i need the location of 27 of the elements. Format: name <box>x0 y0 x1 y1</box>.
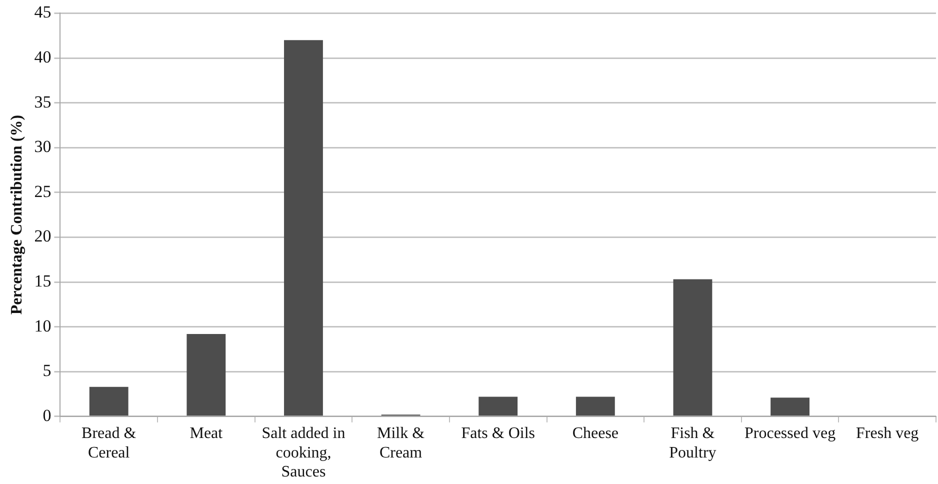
x-tick-label: Milk & Cream <box>377 425 426 462</box>
y-tick-label: 25 <box>34 182 52 201</box>
bar <box>284 40 323 416</box>
y-tick-label: 20 <box>34 226 52 246</box>
bar <box>186 334 226 416</box>
y-tick-label: 30 <box>34 137 52 156</box>
x-tick-label: Bread & Cereal <box>82 425 137 462</box>
y-tick-label: 10 <box>34 316 52 336</box>
bar <box>89 386 128 416</box>
x-tick-label: Fats & Oils <box>461 425 535 442</box>
x-tick-label: Fish & Poultry <box>669 425 716 462</box>
x-tick-label: Salt added in cooking, Sauces <box>262 425 346 481</box>
x-tick-label: Meat <box>190 425 224 442</box>
bar <box>770 398 810 416</box>
bar <box>576 396 615 416</box>
bar <box>478 396 518 416</box>
y-tick-label: 35 <box>34 92 52 112</box>
y-tick-label: 40 <box>34 47 52 66</box>
y-tick-label: 45 <box>34 2 52 22</box>
y-tick-label: 0 <box>42 406 52 425</box>
x-tick-label: Fresh veg <box>856 425 919 442</box>
y-axis-title: Percentage Contribution (%) <box>8 114 26 315</box>
y-tick-label: 5 <box>42 361 52 380</box>
y-tick-label: 15 <box>34 271 52 290</box>
bar <box>673 279 712 416</box>
x-tick-label: Processed veg <box>744 425 836 442</box>
x-tick-label: Cheese <box>572 425 619 442</box>
